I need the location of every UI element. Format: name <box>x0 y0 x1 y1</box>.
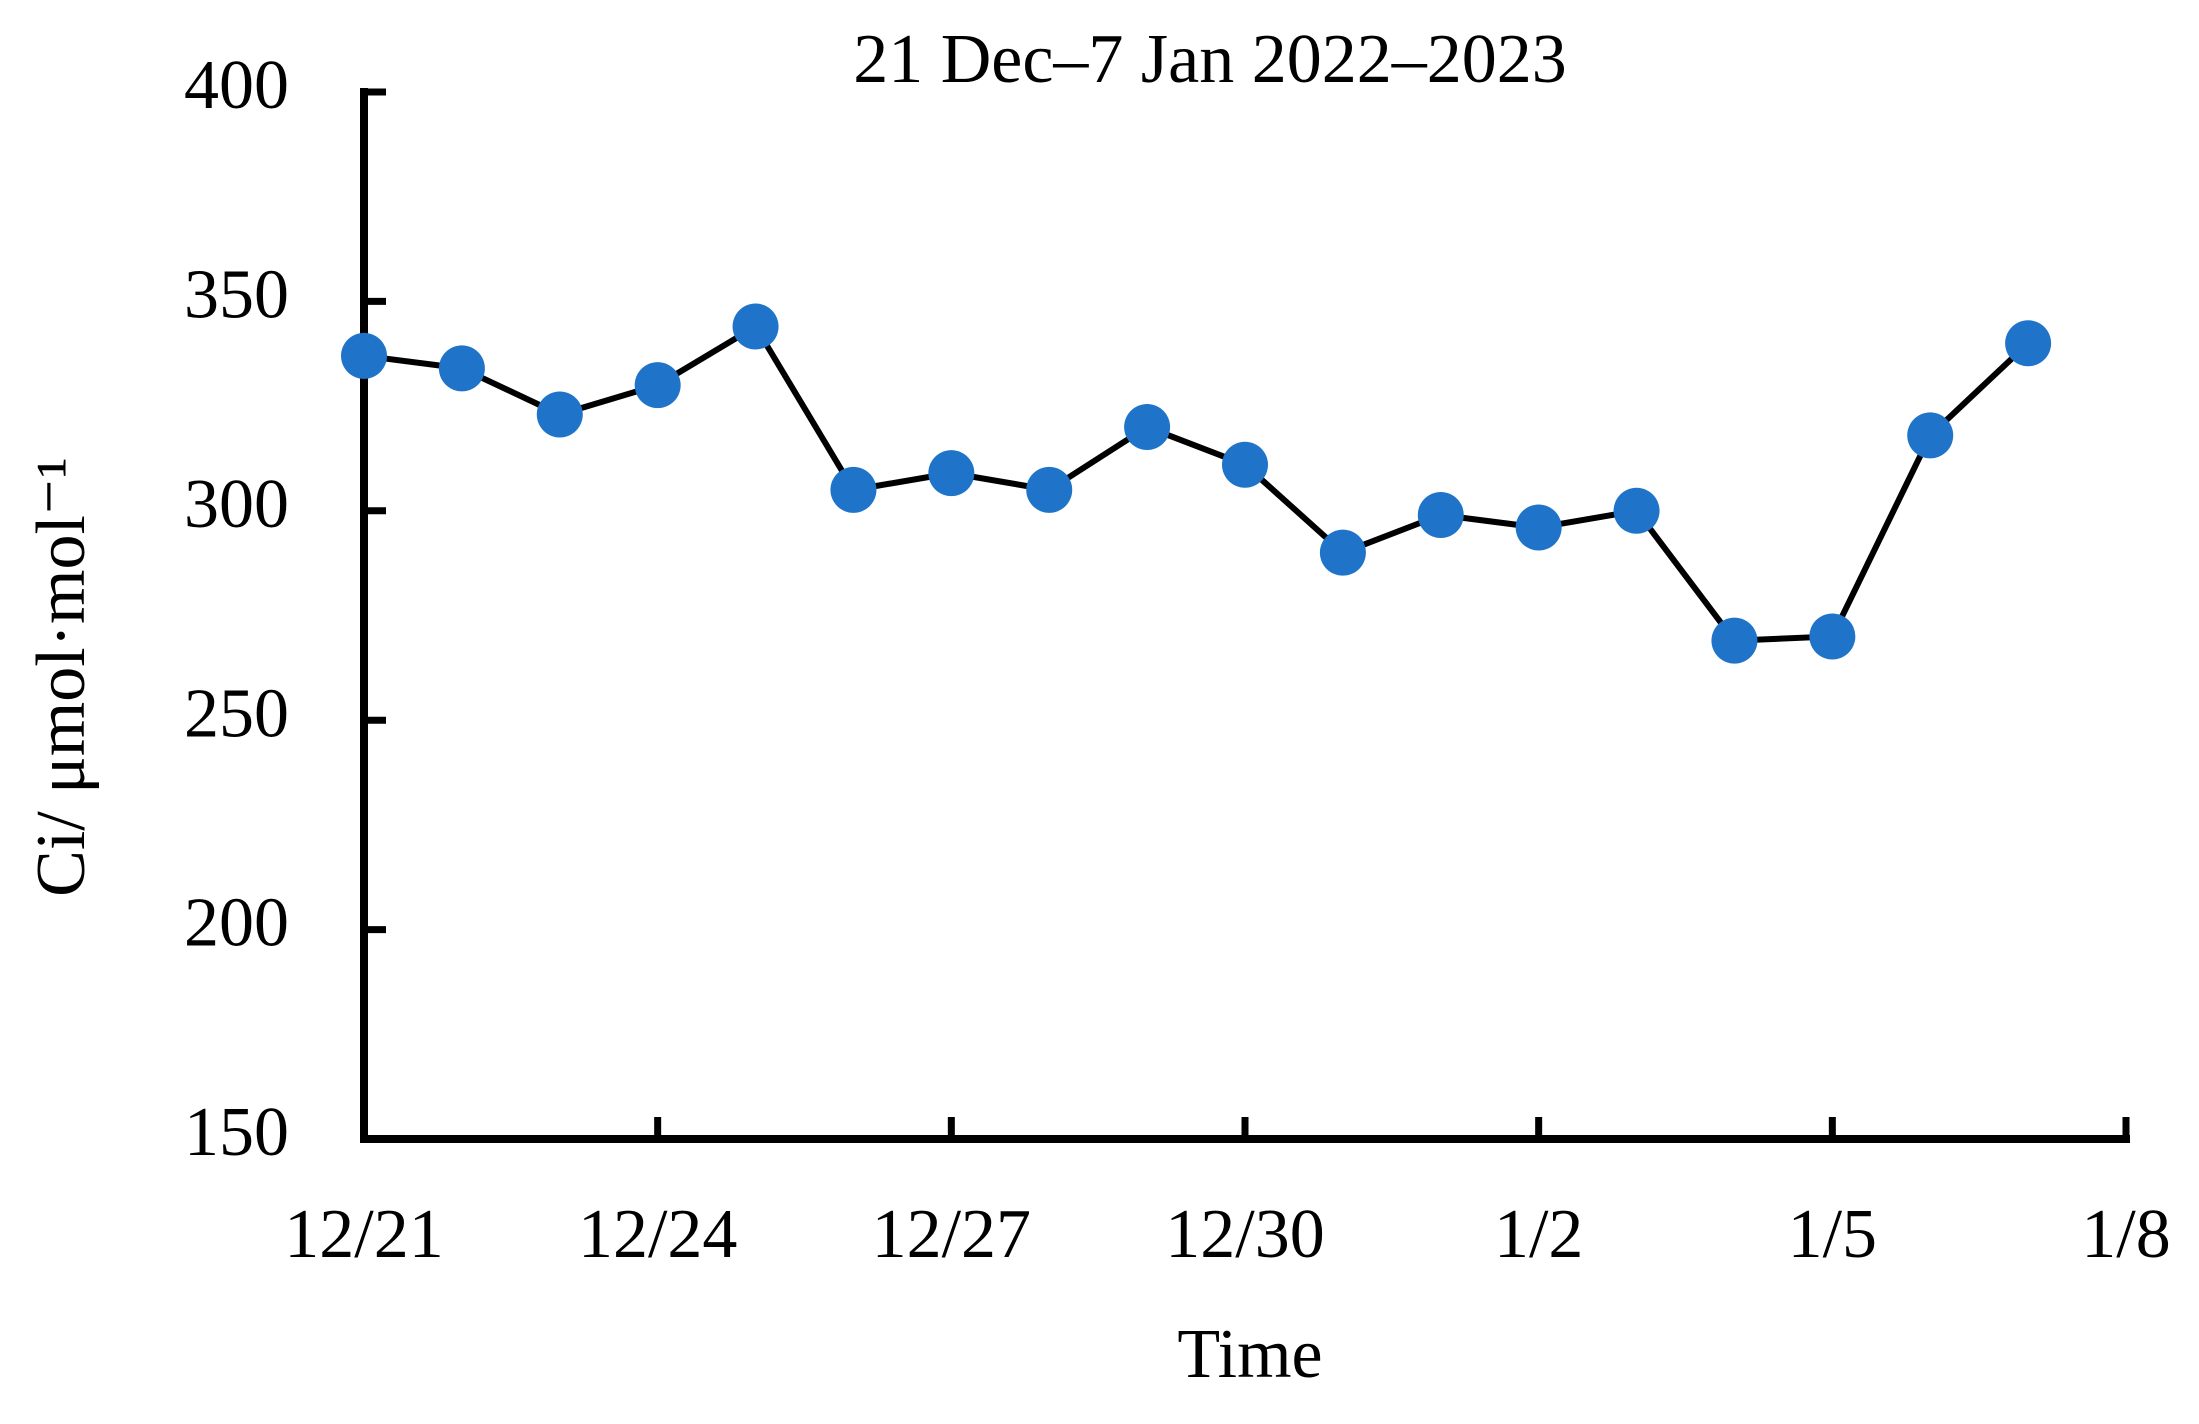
series-line <box>363 323 2031 644</box>
y-tick-label: 350 <box>184 256 289 333</box>
y-tick-label: 300 <box>184 466 289 543</box>
data-point <box>928 450 975 497</box>
data-point <box>1417 491 1464 538</box>
x-tick-label: 12/21 <box>284 1196 443 1273</box>
x-tick-label: 1/5 <box>1788 1196 1877 1273</box>
data-point <box>1026 466 1073 513</box>
chart-title: 21 Dec–7 Jan 2022–2023 <box>853 21 1567 98</box>
data-point <box>1613 487 1660 534</box>
y-tick-label: 150 <box>184 1094 289 1171</box>
data-point <box>634 362 681 409</box>
data-point <box>438 345 485 392</box>
data-point <box>1809 613 1856 660</box>
data-point <box>732 303 779 350</box>
y-tick-label: 200 <box>184 885 289 962</box>
data-point <box>1515 504 1562 551</box>
y-tick-label: 400 <box>184 47 289 124</box>
data-point <box>536 391 583 438</box>
data-point <box>1907 412 1954 459</box>
data-point <box>1222 441 1268 488</box>
x-tick-label: 12/24 <box>578 1196 737 1273</box>
data-point <box>1711 617 1758 664</box>
x-tick-label: 12/30 <box>1165 1196 1324 1273</box>
x-axis-label: Time <box>1177 1316 1322 1393</box>
data-point <box>1319 529 1366 576</box>
x-tick-label: 1/8 <box>2081 1196 2170 1273</box>
data-point <box>1124 404 1171 451</box>
data-point <box>341 332 387 379</box>
data-point <box>830 466 877 513</box>
x-tick-label: 1/2 <box>1494 1196 1583 1273</box>
y-tick-label: 250 <box>184 675 289 752</box>
x-tick-label: 12/27 <box>872 1196 1031 1273</box>
y-axis-label: Ci/ μmol·mol⁻¹ <box>23 457 100 897</box>
data-point <box>2005 320 2052 367</box>
